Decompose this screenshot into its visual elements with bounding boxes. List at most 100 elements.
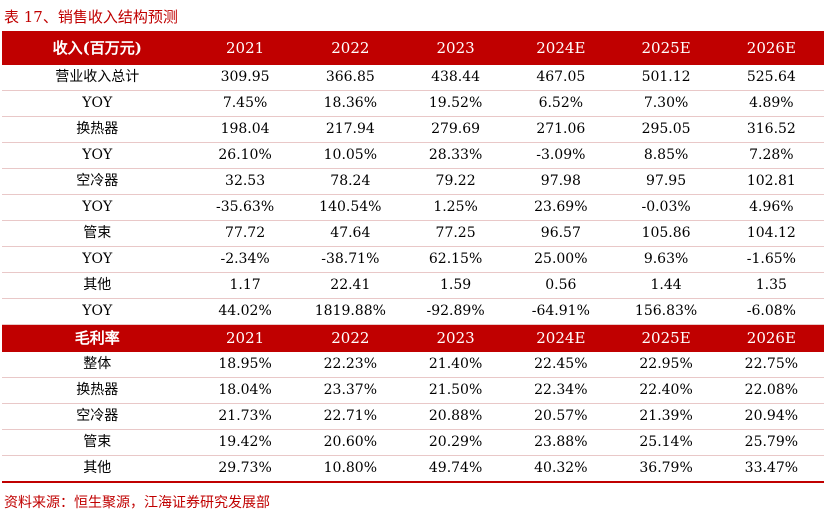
value-cell: 18.95% [192,352,298,378]
table-row: 管束 19.42% 20.60% 20.29% 23.88% 25.14% 25.79% [2,429,824,456]
value-cell: 1819.88% [297,298,403,325]
value-cell: 22.08% [718,377,824,404]
value-cell: 21.73% [192,403,298,430]
value-cell: 25.79% [718,429,824,456]
header-cell: 2021 [192,324,298,352]
header-cell: 2023 [402,31,509,65]
value-cell: 7.45% [192,90,298,117]
value-cell: 78.24 [297,168,403,195]
value-cell: 438.44 [402,65,509,91]
table-row: 空冷器 32.53 78.24 79.22 97.98 97.95 102.81 [2,168,824,195]
value-cell: 6.52% [508,90,614,117]
value-cell: 9.63% [613,246,719,273]
table-row: YOY 7.45% 18.36% 19.52% 6.52% 7.30% 4.89% [2,90,824,117]
value-cell: 467.05 [508,65,614,91]
value-cell: 23.69% [508,194,614,221]
row-label-cell: 空冷器 [2,168,193,195]
row-label-cell: 管束 [2,220,193,247]
value-cell: 33.47% [718,455,824,483]
value-cell: 22.23% [297,352,403,378]
table-row: 营业收入总计 309.95 366.85 438.44 467.05 501.12 525.… [2,65,824,91]
table-row: 换热器 18.04% 23.37% 21.50% 22.34% 22.40% 22.08% [2,377,824,404]
value-cell: 105.86 [613,220,719,247]
value-cell: 22.71% [297,403,403,430]
value-cell: -1.65% [718,246,824,273]
table-row: YOY 26.10% 10.05% 28.33% -3.09% 8.85% 7.28% [2,142,824,169]
row-label-cell: YOY [2,194,193,221]
header-cell: 毛利率 [2,324,193,352]
value-cell: 36.79% [613,455,719,483]
value-cell: 4.89% [718,90,824,117]
row-label-cell: YOY [2,246,193,273]
forecast-table-container: 收入(百万元) 2021 2022 2023 2024E 2025E 2026E… [2,31,824,483]
row-label-cell: 其他 [2,272,193,299]
value-cell: 22.34% [508,377,614,404]
value-cell: 21.50% [402,377,509,404]
value-cell: 96.57 [508,220,614,247]
value-cell: 97.95 [613,168,719,195]
value-cell: 23.37% [297,377,403,404]
value-cell: -35.63% [192,194,298,221]
value-cell: 20.94% [718,403,824,430]
row-label-cell: 其他 [2,455,193,483]
value-cell: 22.45% [508,352,614,378]
value-cell: 10.80% [297,455,403,483]
row-label-cell: YOY [2,142,193,169]
value-cell: 4.96% [718,194,824,221]
header-cell: 2023 [402,324,509,352]
value-cell: -38.71% [297,246,403,273]
value-cell: 21.39% [613,403,719,430]
value-cell: 104.12 [718,220,824,247]
value-cell: 79.22 [402,168,509,195]
value-cell: 28.33% [402,142,509,169]
value-cell: 1.59 [402,272,509,299]
row-label-cell: 空冷器 [2,403,193,430]
value-cell: 22.41 [297,272,403,299]
row-label-cell: 管束 [2,429,193,456]
table-caption: 表 17、销售收入结构预测 [4,8,178,26]
value-cell: 20.60% [297,429,403,456]
value-cell: 19.42% [192,429,298,456]
source-note: 资料来源：恒生聚源，江海证券研究发展部 [4,495,270,511]
value-cell: -2.34% [192,246,298,273]
value-cell: 1.35 [718,272,824,299]
value-cell: 140.54% [297,194,403,221]
value-cell: 316.52 [718,116,824,143]
value-cell: 21.40% [402,352,509,378]
row-label-cell: YOY [2,298,193,325]
value-cell: 501.12 [613,65,719,91]
value-cell: 0.56 [508,272,614,299]
value-cell: 44.02% [192,298,298,325]
value-cell: 32.53 [192,168,298,195]
table-row: 换热器 198.04 217.94 279.69 271.06 295.05 316.52 [2,116,824,143]
value-cell: 1.17 [192,272,298,299]
value-cell: -0.03% [613,194,719,221]
value-cell: -6.08% [718,298,824,325]
value-cell: 40.32% [508,455,614,483]
header-cell: 2024E [508,31,614,65]
value-cell: 26.10% [192,142,298,169]
value-cell: 271.06 [508,116,614,143]
value-cell: 102.81 [718,168,824,195]
value-cell: 23.88% [508,429,614,456]
table-row: 空冷器 21.73% 22.71% 20.88% 20.57% 21.39% 20.94% [2,403,824,430]
row-label-cell: 整体 [2,352,193,378]
value-cell: 8.85% [613,142,719,169]
value-cell: 198.04 [192,116,298,143]
forecast-table: 收入(百万元) 2021 2022 2023 2024E 2025E 2026E… [2,31,824,483]
revenue-header-row: 收入(百万元) 2021 2022 2023 2024E 2025E 2026E [2,31,824,65]
header-cell: 2021 [192,31,298,65]
header-cell: 2025E [613,324,719,352]
value-cell: 309.95 [192,65,298,91]
value-cell: 77.72 [192,220,298,247]
table-row: YOY 44.02% 1819.88% -92.89% -64.91% 156.83% -6… [2,298,824,325]
value-cell: 19.52% [402,90,509,117]
table-row: YOY -35.63% 140.54% 1.25% 23.69% -0.03% 4.96% [2,194,824,221]
value-cell: 18.04% [192,377,298,404]
value-cell: -64.91% [508,298,614,325]
value-cell: 22.75% [718,352,824,378]
value-cell: 77.25 [402,220,509,247]
row-label-cell: YOY [2,90,193,117]
value-cell: 525.64 [718,65,824,91]
row-label-cell: 换热器 [2,116,193,143]
